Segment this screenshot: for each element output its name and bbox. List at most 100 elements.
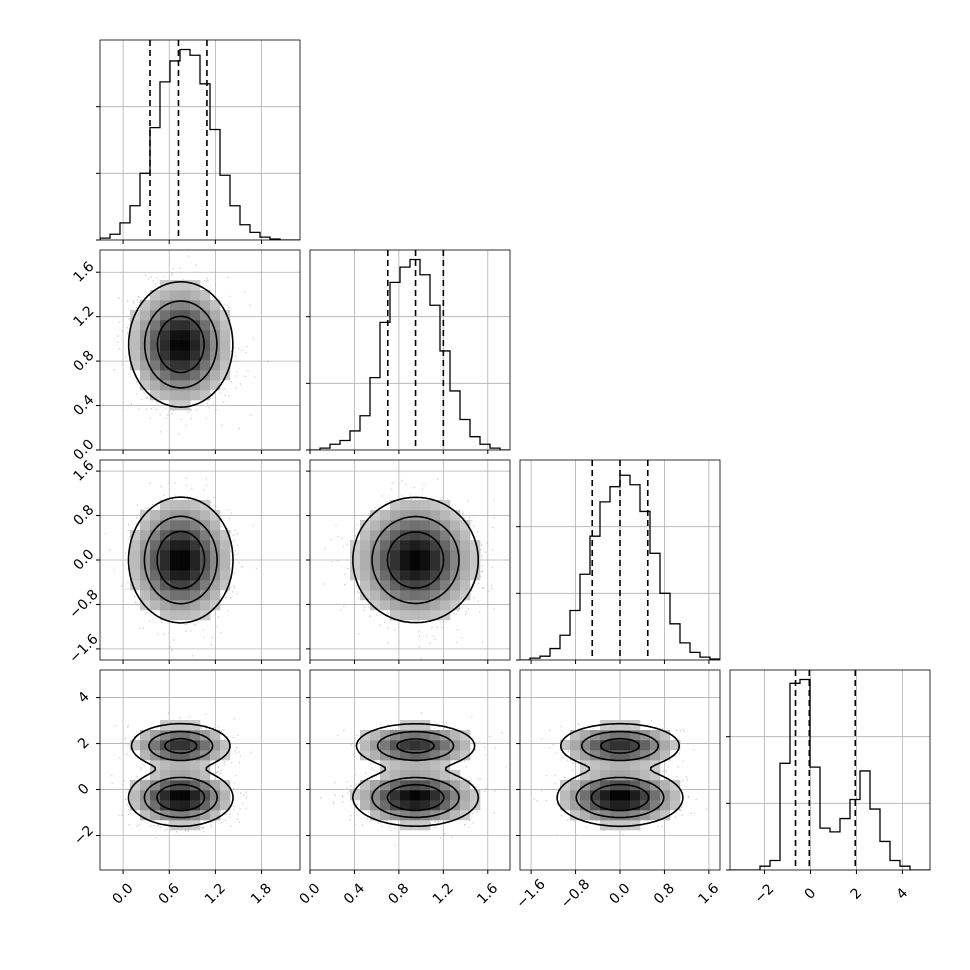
density-cell [660,780,671,791]
density-cell [200,780,211,791]
density-cell [160,340,171,351]
panel-frame [99,669,301,871]
density-cell [360,800,371,811]
x-tick-label: 1.6 [474,880,501,907]
density-cell [640,750,651,761]
density-cell [200,530,211,541]
x-tick-label: 1.8 [248,880,275,907]
density-cell [460,530,471,541]
density-cell [190,570,201,581]
density-cell [170,510,181,521]
density-cell [380,760,391,771]
density-cell [410,770,421,781]
y-tick-label: 4 [75,689,93,707]
density-cell [380,600,391,611]
density-cell [190,790,201,801]
density-cell [410,520,421,531]
density-cell [450,560,461,571]
density-cell [220,530,231,541]
density-cell [600,730,611,741]
density-cell [220,330,231,341]
density-cell [180,520,191,531]
density-cell [180,360,191,371]
density-cell [420,720,431,731]
density-cell [670,780,681,791]
density-cell [470,560,481,571]
density-cell [160,730,171,741]
density-cell [130,350,141,361]
density-cell [190,730,201,741]
density-cell [180,540,191,551]
density-cell [130,540,141,551]
density-cell [180,820,191,831]
scatter-panel-1-0 [96,249,301,454]
density-cell [190,320,201,331]
density-cell [140,310,151,321]
density-cell [150,380,161,391]
density-cell [560,800,571,811]
density-cell [130,780,141,791]
density-cell [160,560,171,571]
density-cell [400,520,411,531]
density-cell [190,340,201,351]
density-cell [210,530,221,541]
density-cell [440,800,451,811]
density-cell [150,340,161,351]
contour-line [575,730,665,819]
density-cell [560,740,571,751]
density-cell [450,570,461,581]
density-cell [170,400,181,411]
density-cell [390,750,401,761]
density-cell [660,750,671,761]
density-cell [430,560,441,571]
density-cell [580,800,591,811]
density-cell [390,760,401,771]
density-cell [410,750,421,761]
density-cell [420,790,431,801]
density-cell [180,340,191,351]
density-cell [200,590,211,601]
density-cell [390,790,401,801]
density-cell [430,730,441,741]
contour-line [352,723,480,827]
density-cell [390,770,401,781]
density-cell [430,530,441,541]
density-cell [400,790,411,801]
density-cell [650,790,661,801]
density-cell [150,530,161,541]
density-cell [190,780,201,791]
hist-panel-2 [516,459,721,664]
density-cell [420,520,431,531]
density-cell [150,760,161,771]
density-cell [660,810,671,821]
density-cell [420,560,431,571]
x-tick-label: 0 [802,885,820,903]
density-cell [130,580,141,591]
density-cell [170,370,181,381]
density-cell [590,750,601,761]
density-cell [190,330,201,341]
density-cell [580,810,591,821]
density-cell [410,760,421,771]
density-cell [470,540,481,551]
density-cell [570,730,581,741]
density-cell [360,540,371,551]
density-cell [420,570,431,581]
density-cell [160,570,171,581]
density-cell [180,760,191,771]
density-cell [140,590,151,601]
density-cell [160,770,171,781]
density-cell [370,590,381,601]
density-cell [160,610,171,621]
x-tick-label: 0.8 [385,880,412,907]
density-cell [370,550,381,561]
density-cell [220,570,231,581]
density-cell [580,750,591,761]
density-cell [420,610,431,621]
hist-panel-3 [726,669,931,874]
density-cell [210,810,221,821]
density-cell [400,610,411,621]
density-cell [370,740,381,751]
density-cell [220,560,231,571]
density-cell [420,530,431,541]
